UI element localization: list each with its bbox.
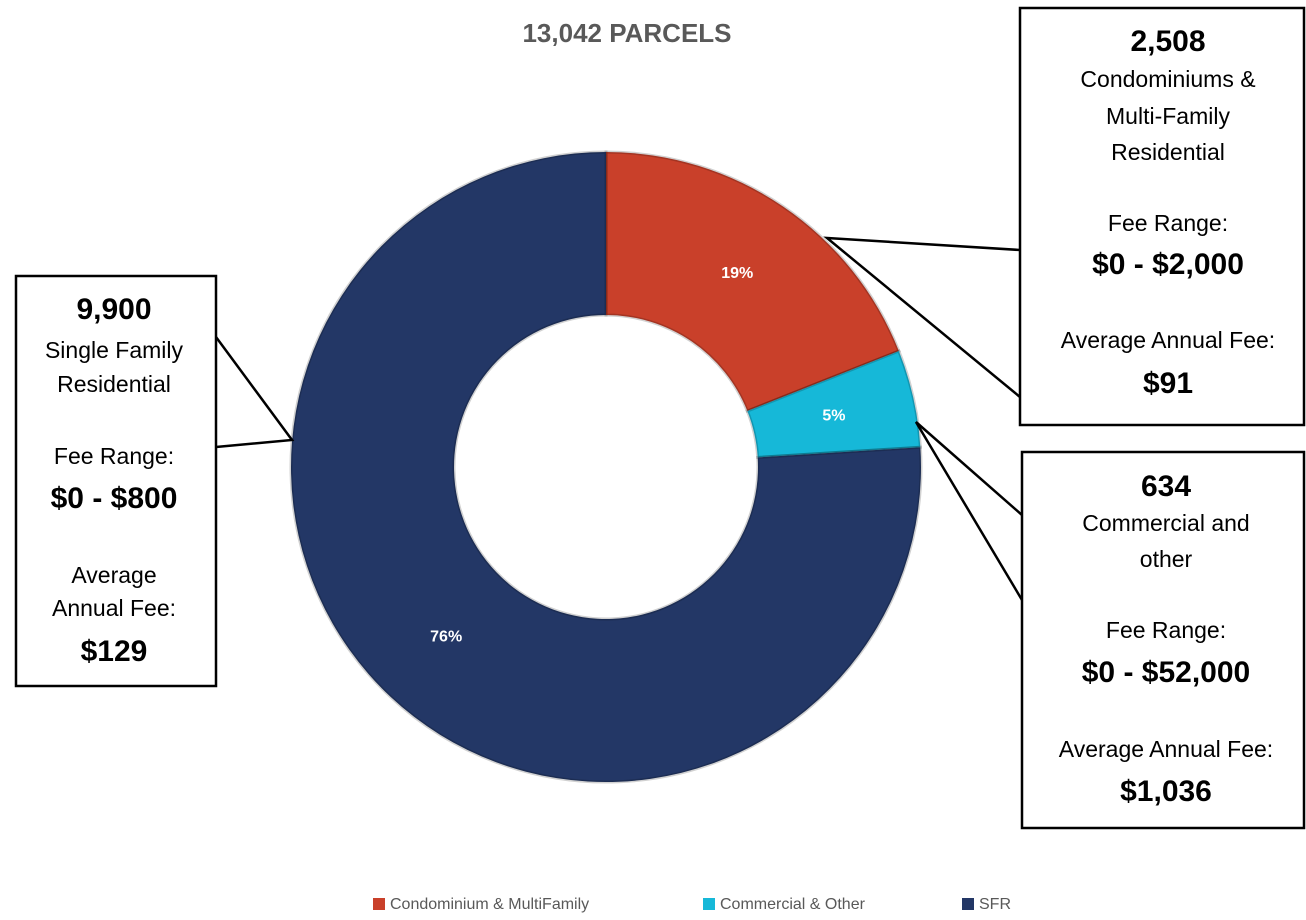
- slice-label: 19%: [721, 265, 753, 282]
- callout-text: $0 - $800: [51, 482, 178, 515]
- legend-swatch: [373, 898, 385, 910]
- callout-text: Single Family: [45, 337, 184, 363]
- chart-title: 13,042 PARCELS: [522, 18, 731, 48]
- callout-text: Average Annual Fee:: [1059, 736, 1273, 762]
- callout-text: $0 - $52,000: [1082, 656, 1250, 689]
- callout-pointer: [823, 236, 1021, 398]
- callout-text: Fee Range:: [54, 443, 174, 469]
- callout-pointer: [214, 336, 295, 449]
- callout-text: $0 - $2,000: [1092, 248, 1244, 281]
- legend-label: Commercial & Other: [720, 896, 866, 913]
- callout-text: $1,036: [1120, 775, 1212, 808]
- callout-text: $129: [81, 635, 148, 668]
- callout-text: other: [1140, 546, 1193, 572]
- callout-text: Average: [71, 562, 156, 588]
- slice-label: 5%: [822, 407, 845, 424]
- legend-label: Condominium & MultiFamily: [390, 896, 589, 913]
- slice: [604, 150, 901, 413]
- legend-swatch: [962, 898, 974, 910]
- slice-label: 76%: [430, 628, 462, 645]
- callout-text: Commercial and: [1082, 510, 1249, 536]
- callout-text: 634: [1141, 470, 1191, 503]
- callout-box: [1020, 450, 1306, 830]
- callout-pointer: [914, 421, 1024, 601]
- callout-text: 9,900: [76, 293, 151, 326]
- callout-box: [1018, 6, 1306, 427]
- callout-box: [14, 274, 218, 688]
- callout-text: 2,508: [1130, 25, 1205, 58]
- callout-text: Average Annual Fee:: [1061, 327, 1275, 353]
- callout-text: Residential: [57, 371, 171, 397]
- callout-text: Fee Range:: [1106, 617, 1226, 643]
- callout-text: Residential: [1111, 139, 1225, 165]
- callout-text: Fee Range:: [1108, 210, 1228, 236]
- callout-text: Condominiums &: [1080, 66, 1255, 92]
- callout-text: Annual Fee:: [52, 595, 176, 621]
- legend-label: SFR: [979, 896, 1011, 913]
- legend-swatch: [703, 898, 715, 910]
- callout-text: $91: [1143, 367, 1193, 400]
- callout-text: Multi-Family: [1106, 103, 1230, 129]
- slice: [289, 150, 923, 784]
